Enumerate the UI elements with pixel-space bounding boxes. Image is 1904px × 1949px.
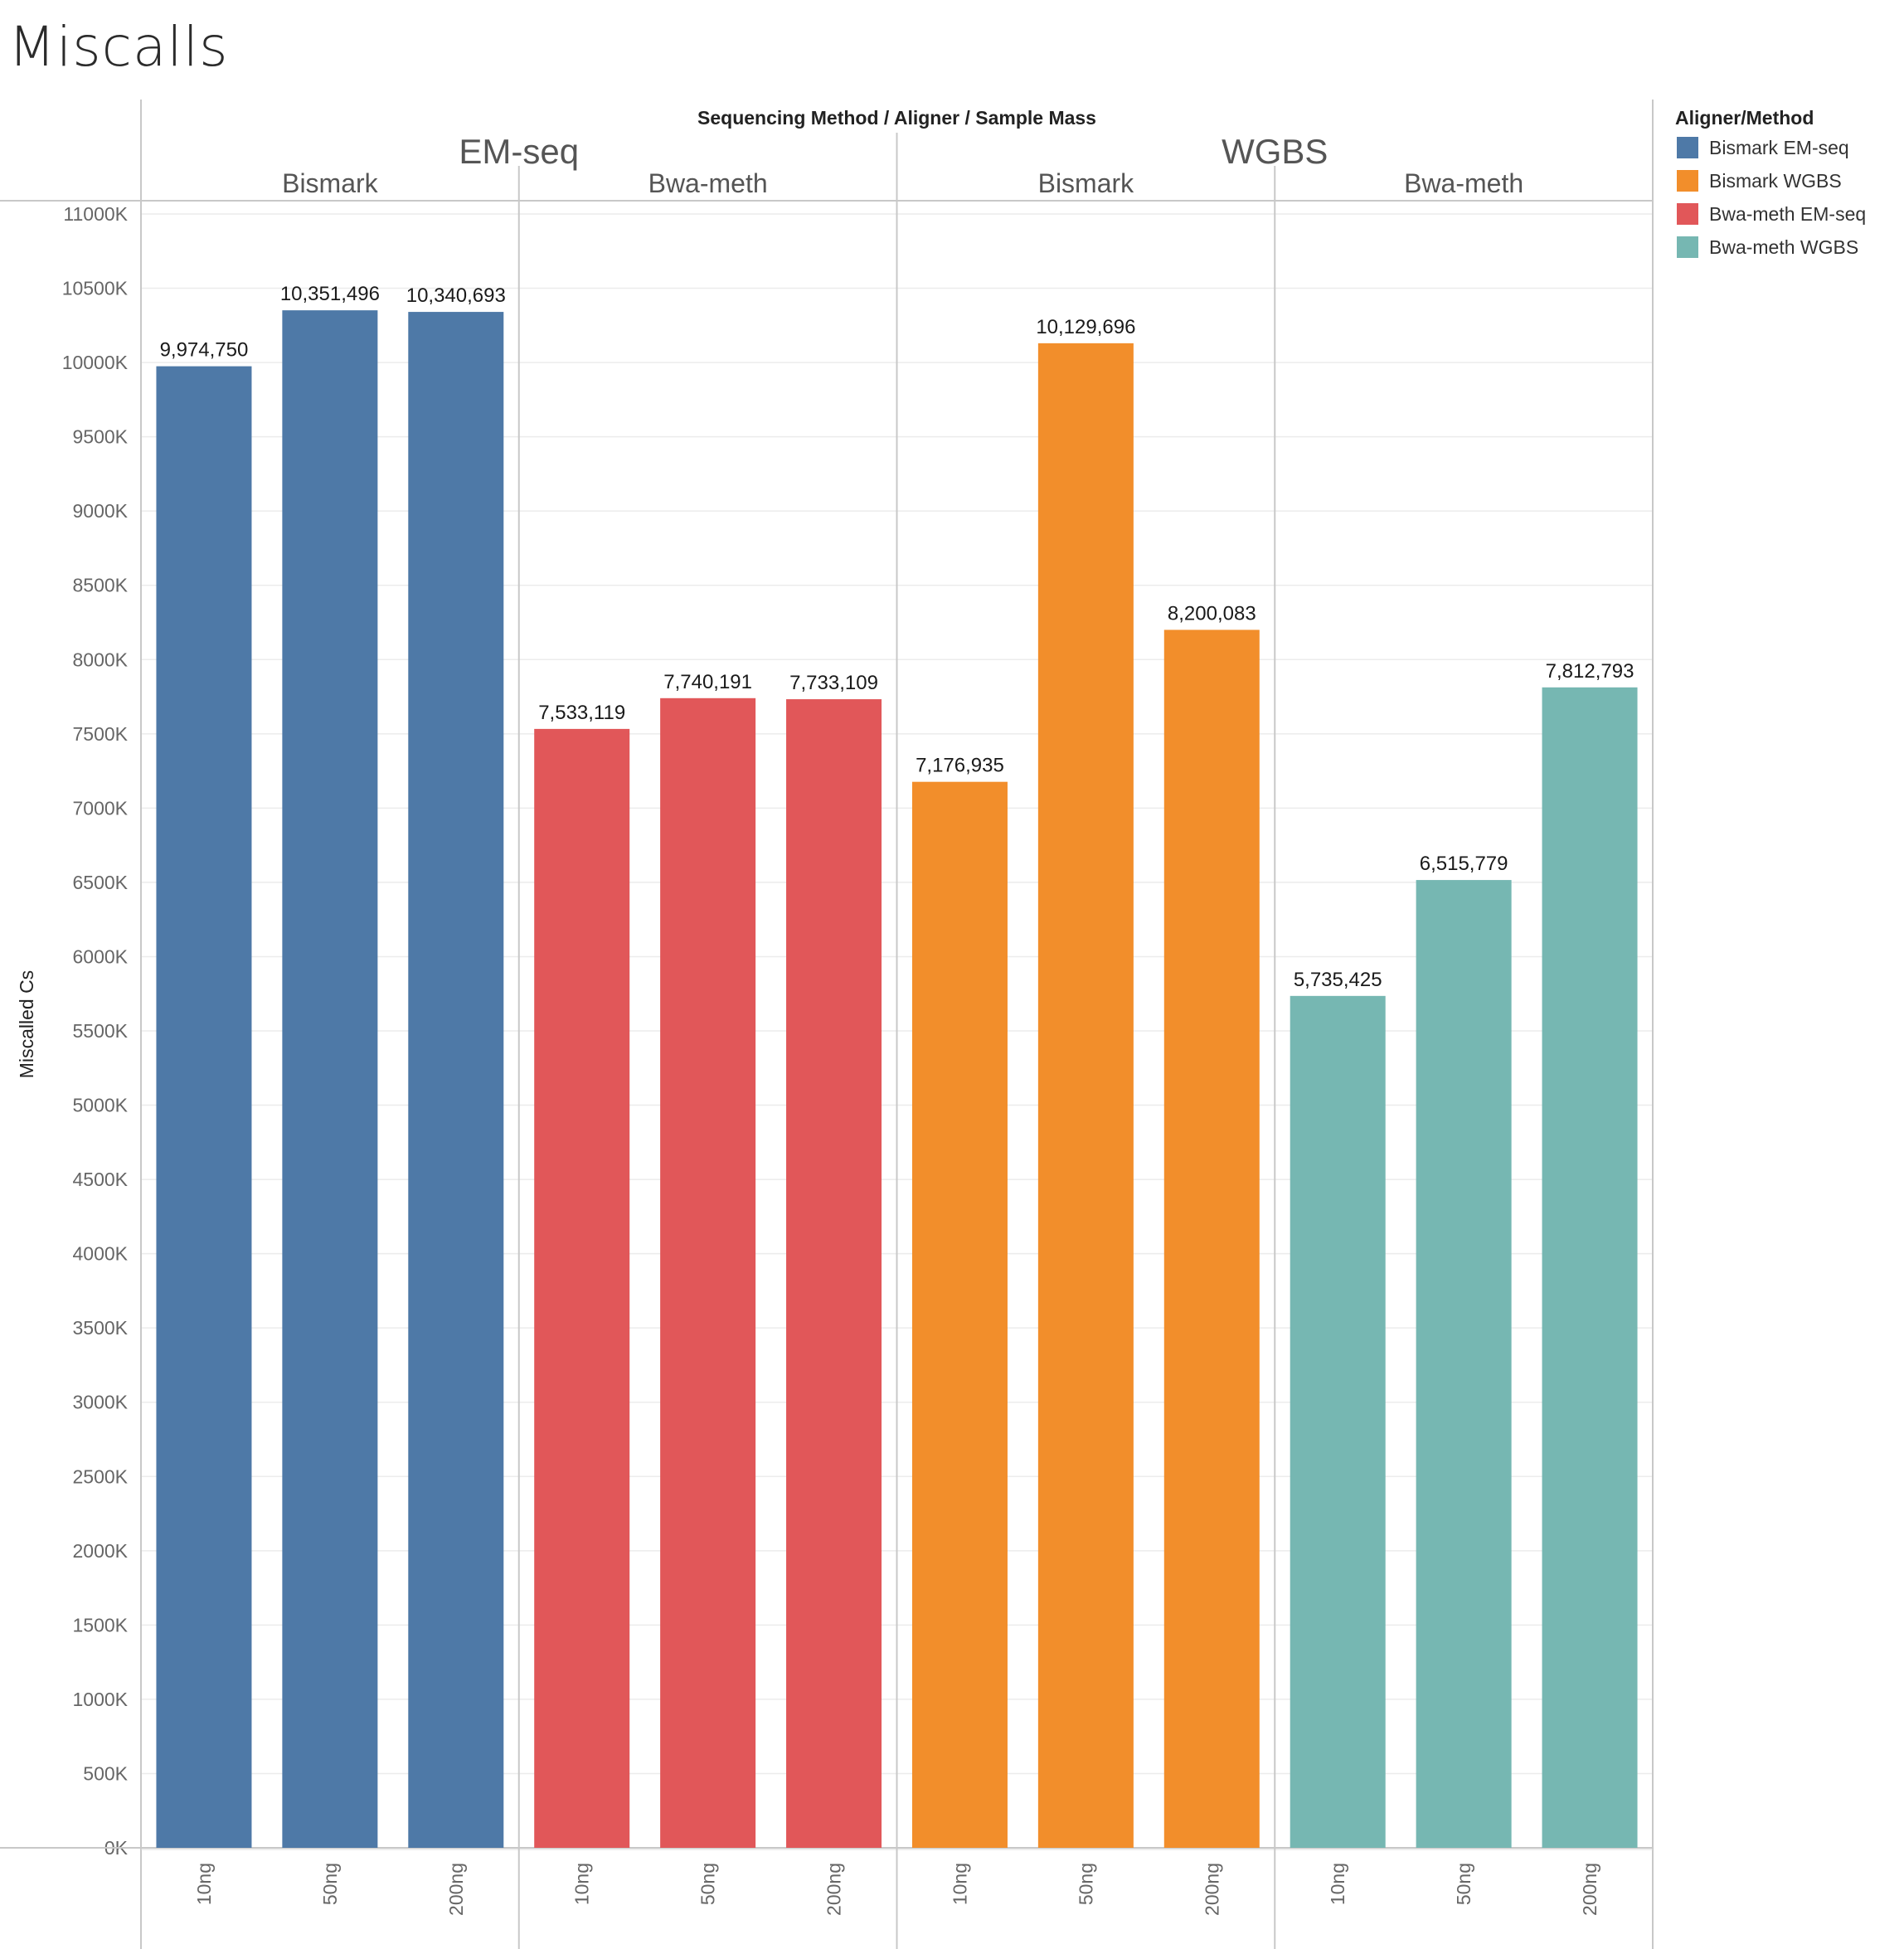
x-tick-label: 10ng [1327,1863,1348,1905]
x-tick-label: 10ng [193,1863,215,1905]
bar-EM-seq-Bismark-200ng [408,312,504,1848]
data-label: 10,351,496 [280,283,380,305]
legend-item-label: Bwa-meth WGBS [1709,236,1858,258]
bar-EM-seq-Bwa-meth-50ng [660,697,756,1848]
aligner-header: Bismark [1038,168,1135,198]
data-label: 7,176,935 [916,755,1004,777]
legend-item-label: Bismark WGBS [1709,170,1842,192]
column-header: Sequencing Method / Aligner / Sample Mas… [697,107,1096,129]
data-label: 7,733,109 [789,672,878,694]
y-tick-label: 4500K [72,1169,128,1190]
y-tick-label: 9500K [72,426,128,448]
bar-WGBS-Bwa-meth-10ng [1290,995,1386,1848]
aligner-header: Bwa-meth [648,168,768,198]
bar-WGBS-Bwa-meth-50ng [1416,880,1512,1848]
bar-EM-seq-Bwa-meth-10ng [534,728,630,1848]
x-tick-label: 50ng [1075,1863,1096,1905]
data-label: 7,812,793 [1546,660,1634,683]
y-tick-label: 8500K [72,575,128,596]
data-label: 7,533,119 [538,702,625,724]
bar-EM-seq-Bwa-meth-200ng [786,699,882,1848]
x-tick-label: 50ng [697,1863,719,1905]
x-tick-label: 200ng [1579,1863,1600,1916]
bar-WGBS-Bismark-50ng [1037,343,1134,1848]
legend-swatch [1677,236,1698,258]
legend-swatch [1677,170,1698,192]
y-tick-label: 5000K [72,1095,128,1116]
legend-swatch [1677,203,1698,225]
x-tick-label: 200ng [445,1863,467,1916]
y-tick-label: 11000K [63,203,128,225]
y-tick-label: 8000K [72,649,128,670]
bar-EM-seq-Bismark-50ng [282,310,378,1849]
legend-swatch [1677,137,1698,158]
y-axis-label: Miscalled Cs [16,970,37,1078]
data-label: 10,340,693 [406,284,506,307]
y-tick-label: 2000K [72,1540,128,1562]
x-tick-label: 200ng [823,1863,845,1916]
bar-WGBS-Bismark-200ng [1163,629,1260,1848]
y-tick-label: 7000K [72,797,128,819]
y-tick-label: 7500K [72,723,128,745]
aligner-header: Bismark [282,168,379,198]
y-tick-label: 1000K [72,1689,128,1710]
data-label: 9,974,750 [160,339,249,362]
y-tick-label: 10500K [62,278,129,299]
chart-title: Miscalls [8,15,229,79]
x-tick-label: 50ng [1453,1863,1474,1905]
y-tick-label: 2500K [72,1465,128,1487]
y-tick-label: 9000K [72,500,128,522]
legend-title: Aligner/Method [1675,107,1814,129]
legend-item-label: Bwa-meth EM-seq [1709,203,1866,225]
y-tick-label: 3000K [72,1392,128,1413]
y-tick-label: 4000K [72,1243,128,1265]
data-label: 10,129,696 [1036,316,1135,338]
data-label: 7,740,191 [663,671,752,693]
y-tick-label: 6000K [72,945,128,967]
x-tick-label: 10ng [571,1863,593,1905]
aligner-header: Bwa-meth [1404,168,1523,198]
bar-WGBS-Bismark-10ng [911,781,1008,1848]
legend-item-label: Bismark EM-seq [1709,137,1849,158]
y-tick-label: 500K [83,1762,128,1784]
data-label: 5,735,425 [1294,969,1382,991]
y-tick-label: 5500K [72,1020,128,1042]
y-tick-label: 6500K [72,872,128,893]
y-tick-label: 1500K [72,1614,128,1636]
method-header: WGBS [1222,132,1328,171]
y-tick-label: 3500K [72,1317,128,1339]
bar-EM-seq-Bismark-10ng [156,366,252,1849]
data-label: 8,200,083 [1168,602,1256,625]
x-tick-label: 50ng [319,1863,341,1905]
x-tick-label: 200ng [1201,1863,1222,1916]
method-header: EM-seq [459,132,579,171]
data-label: 6,515,779 [1420,853,1508,875]
y-tick-label: 10000K [62,352,129,373]
x-tick-label: 10ng [949,1863,970,1905]
bar-WGBS-Bwa-meth-200ng [1542,687,1638,1848]
